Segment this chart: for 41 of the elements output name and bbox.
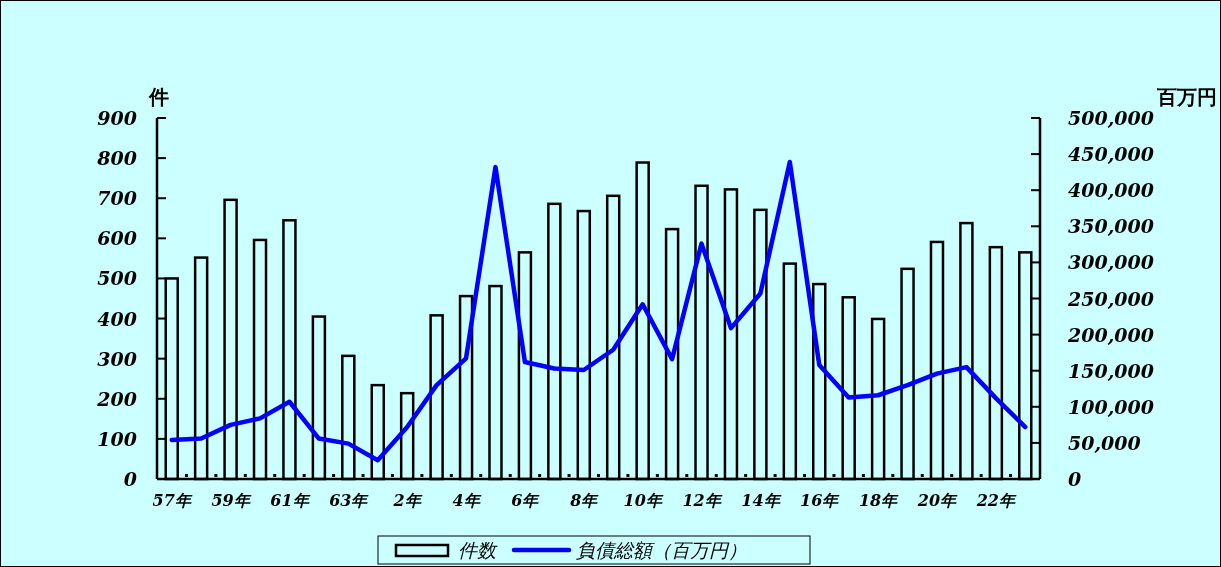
y2-tick-label: 200,000: [1067, 323, 1154, 346]
x-tick-label: 16年: [800, 491, 841, 510]
y-tick-label: 300: [97, 347, 137, 370]
y2-tick-label: 300,000: [1068, 251, 1154, 274]
x-tick-label: 6年: [511, 491, 541, 510]
y2-axis-title: 百万円: [1156, 85, 1217, 109]
line-series: [169, 159, 1028, 463]
y-tick-label: 500: [97, 267, 137, 290]
y-tick-label: 800: [96, 147, 137, 170]
x-tick-label: 14年: [741, 491, 782, 510]
legend-label: 負債総額（百万円）: [576, 539, 747, 561]
y2-tick-label: 350,000: [1068, 215, 1154, 238]
y2-tick-label: 400,000: [1068, 179, 1154, 202]
legend-label: 件数: [458, 539, 498, 561]
x-tick-label: 20年: [916, 491, 959, 510]
y-tick-label: 200: [96, 387, 137, 410]
x-tick-label: 18年: [858, 491, 900, 510]
y-tick-label: 700: [97, 187, 137, 210]
y2-tick-label: 450,000: [1068, 143, 1154, 166]
y2-tick-label: 50,000: [1068, 431, 1141, 454]
x-tick-label: 22年: [975, 491, 1017, 510]
y-tick-label: 100: [97, 427, 137, 450]
x-tick-label: 4年: [452, 491, 482, 510]
x-tick-label: 63年: [329, 491, 370, 510]
y2-tick-label: 500,000: [1068, 107, 1154, 129]
y2-tick-label: 0: [1068, 468, 1082, 490]
x-tick-label: 8年: [569, 491, 600, 510]
y-tick-label: 600: [97, 227, 137, 250]
x-tick-label: 12年: [682, 491, 723, 510]
y2-tick-label: 250,000: [1067, 287, 1154, 310]
y-tick-label: 0: [123, 468, 137, 490]
x-tick-label: 59年: [211, 491, 252, 510]
x-tick-label: 10年: [623, 491, 664, 510]
y-tick-label: 900: [97, 107, 137, 129]
x-tick-label: 57年: [152, 491, 193, 510]
y-axis-title: 件: [148, 85, 169, 109]
y2-tick-label: 100,000: [1068, 395, 1154, 418]
x-tick-label: 2年: [392, 491, 423, 510]
y-tick-label: 400: [97, 307, 137, 330]
x-tick-label: 61年: [270, 491, 311, 510]
y2-tick-label: 150,000: [1068, 359, 1154, 382]
